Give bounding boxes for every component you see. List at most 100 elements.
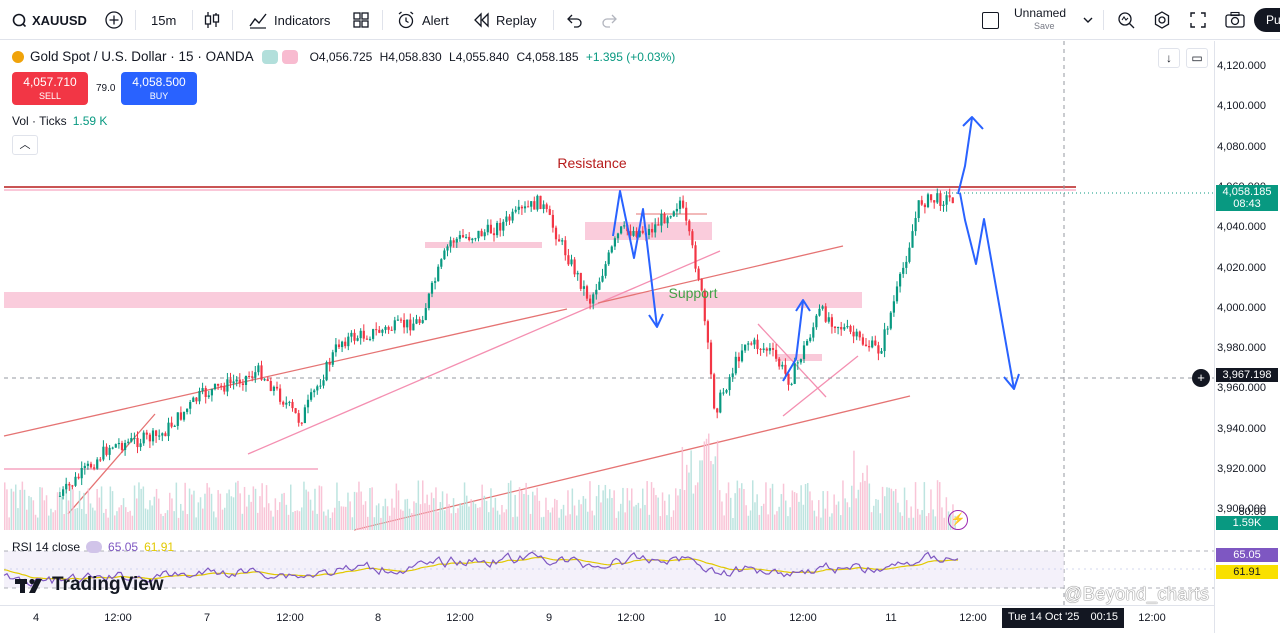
replay-button[interactable]: Replay	[472, 0, 536, 40]
candle-body	[229, 379, 232, 384]
projection-arrows[interactable]	[612, 116, 1020, 390]
volume-bar	[615, 517, 618, 530]
candle-body	[589, 298, 592, 304]
volume-bar	[461, 505, 464, 530]
symbol-search-button[interactable]: XAUUSD	[12, 0, 87, 40]
volume-bar	[661, 492, 664, 530]
chart-pane[interactable]: Resistance Support	[0, 41, 1214, 632]
candle-body	[514, 209, 517, 212]
layout-select-checkbox[interactable]	[982, 0, 999, 40]
alert-button[interactable]: Alert	[396, 0, 449, 40]
redo-button[interactable]	[601, 0, 619, 40]
candle-body	[449, 240, 452, 247]
volume-bar	[160, 513, 162, 530]
volume-bar	[50, 508, 52, 530]
volume-legend[interactable]: Vol · Ticks 1.59 K	[12, 114, 107, 128]
layout-name-button[interactable]: Unnamed Save	[1014, 0, 1066, 40]
candle-body	[148, 434, 151, 442]
volume-bar	[624, 512, 626, 530]
low-value: L4,055.840	[449, 49, 510, 64]
small-zone-a[interactable]	[425, 242, 542, 248]
rsi-axis-80: 80.00	[1238, 506, 1266, 518]
volume-bar	[626, 488, 629, 530]
sell-button[interactable]: 4,057.710 SELL	[12, 72, 88, 105]
price-axis[interactable]: 4,120.0004,100.0004,080.0004,060.0004,04…	[1214, 41, 1280, 633]
volume-bar	[800, 485, 802, 530]
support-zone[interactable]	[4, 292, 862, 308]
candle-body	[446, 246, 449, 251]
candlesticks[interactable]	[58, 188, 954, 500]
volume-bar	[540, 517, 543, 530]
undo-button[interactable]	[565, 0, 583, 40]
chart-canvas[interactable]	[0, 41, 1214, 632]
candle-body	[604, 264, 607, 276]
price-tick: 3,940.000	[1217, 422, 1266, 435]
snapshot-button[interactable]	[1224, 0, 1246, 40]
candle-body	[694, 245, 697, 269]
add-alert-plus-button[interactable]: +	[1192, 369, 1210, 387]
volume-bar	[10, 488, 13, 530]
collapse-legend-button[interactable]: ︿	[12, 135, 38, 155]
candle-body	[542, 204, 545, 209]
tradingview-logo[interactable]: TradingView	[14, 574, 164, 596]
time-tick: 12:00	[959, 612, 987, 624]
small-zone-b[interactable]	[777, 354, 822, 361]
candle-body	[186, 408, 189, 412]
candle-body	[136, 437, 139, 448]
trendline-down[interactable]	[757, 323, 827, 398]
layout-dropdown-button[interactable]	[1082, 0, 1094, 40]
compare-symbol-button[interactable]	[104, 0, 124, 40]
settings-button[interactable]	[1152, 0, 1172, 40]
candle-body	[601, 275, 604, 282]
toolbar-divider	[232, 10, 233, 30]
rsi-legend[interactable]: RSI 14 close 65.05 61.91	[12, 540, 174, 554]
quick-search-button[interactable]	[1116, 0, 1136, 40]
trendline-up[interactable]	[782, 355, 859, 417]
candle-body	[344, 341, 347, 347]
candle-body	[802, 345, 806, 360]
series-title[interactable]: Gold Spot / U.S. Dollar · 15 · OANDA	[30, 49, 254, 64]
interval-button[interactable]: 15m	[151, 0, 176, 40]
volume-bar	[8, 517, 10, 530]
scroll-to-latest-button[interactable]: ↓	[1158, 48, 1180, 68]
resistance-label[interactable]: Resistance	[557, 155, 627, 171]
lightning-icon-button[interactable]: ⚡	[948, 510, 968, 530]
support-label[interactable]: Support	[668, 285, 718, 301]
publish-button[interactable]: Pu	[1254, 8, 1280, 32]
fullscreen-button[interactable]	[1189, 0, 1207, 40]
candle-body	[551, 214, 554, 228]
chart-type-button[interactable]	[203, 0, 221, 40]
volume-bar	[23, 489, 26, 530]
buy-button[interactable]: 4,058.500 BUY	[121, 72, 197, 105]
volume-bar	[305, 489, 307, 530]
maximize-pane-button[interactable]: ▭	[1186, 48, 1208, 68]
volume-bar	[243, 486, 246, 530]
trendline-upper[interactable]	[597, 245, 844, 304]
trendline-short[interactable]	[67, 413, 156, 515]
candle-body	[65, 483, 68, 490]
candle-body	[930, 194, 933, 201]
volume-bar	[54, 510, 57, 530]
candle-body	[164, 433, 167, 437]
candle-body	[616, 233, 620, 239]
bar-countdown: 08:43	[1233, 198, 1261, 210]
time-axis[interactable]: 4 12:00 7 12:00 8 12:00 9 12:00 10 12:00 11 12:00 12…	[0, 605, 1214, 633]
candle-body	[861, 337, 864, 345]
volume-bar	[186, 514, 189, 530]
trendline-lower[interactable]	[3, 308, 568, 437]
volume-bar	[131, 515, 134, 530]
candle-body	[821, 306, 824, 309]
close-value: C4,058.185	[516, 49, 579, 64]
candle-body	[824, 306, 827, 322]
volume-bar	[613, 490, 615, 530]
volume-bar	[721, 501, 723, 530]
candle-body	[347, 336, 350, 347]
trendline-mid[interactable]	[247, 250, 721, 455]
candle-body	[923, 204, 926, 208]
volume-bar	[422, 480, 424, 530]
layouts-button[interactable]	[352, 0, 370, 40]
candle-body	[706, 321, 709, 343]
candle-body	[93, 467, 96, 469]
volume-bar	[136, 498, 138, 530]
indicators-button[interactable]: Indicators	[248, 0, 330, 40]
